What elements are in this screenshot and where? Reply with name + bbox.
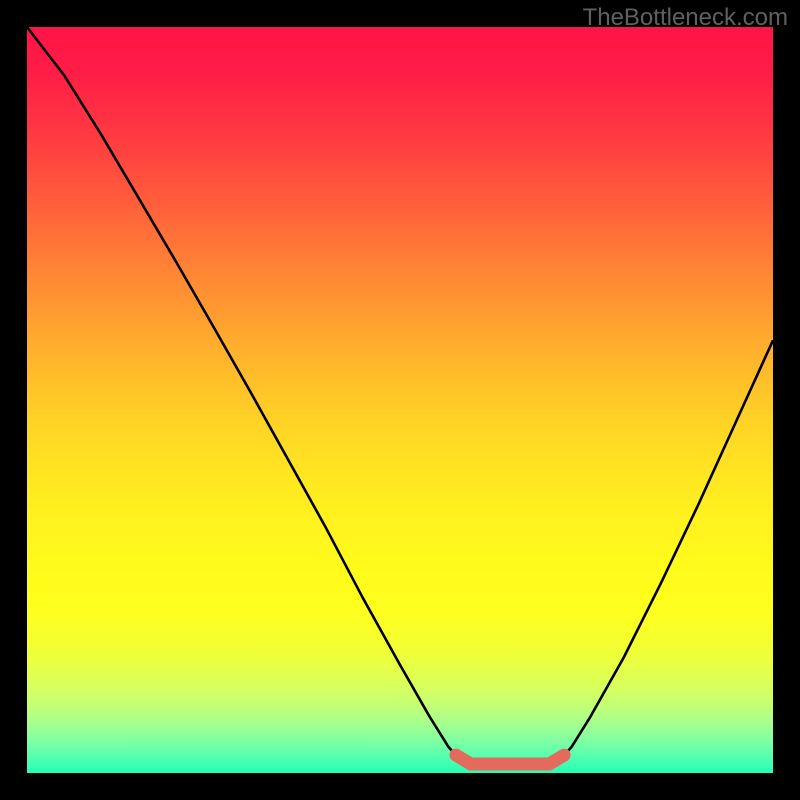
chart-container: TheBottleneck.com <box>0 0 800 800</box>
plot-area <box>27 27 773 773</box>
bottleneck-chart <box>0 0 800 800</box>
